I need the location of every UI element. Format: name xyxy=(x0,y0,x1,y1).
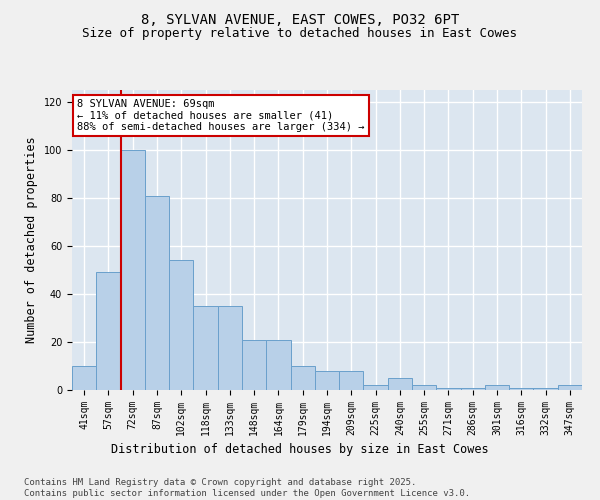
Bar xyxy=(242,340,266,390)
Bar xyxy=(72,366,96,390)
Bar xyxy=(266,340,290,390)
Bar xyxy=(121,150,145,390)
Text: 8 SYLVAN AVENUE: 69sqm
← 11% of detached houses are smaller (41)
88% of semi-det: 8 SYLVAN AVENUE: 69sqm ← 11% of detached… xyxy=(77,99,365,132)
Bar xyxy=(533,388,558,390)
Text: 8, SYLVAN AVENUE, EAST COWES, PO32 6PT: 8, SYLVAN AVENUE, EAST COWES, PO32 6PT xyxy=(141,12,459,26)
Bar xyxy=(485,385,509,390)
Bar xyxy=(218,306,242,390)
Bar xyxy=(509,388,533,390)
Bar xyxy=(96,272,121,390)
Bar xyxy=(436,388,461,390)
Bar xyxy=(315,371,339,390)
Text: Distribution of detached houses by size in East Cowes: Distribution of detached houses by size … xyxy=(111,442,489,456)
Bar xyxy=(364,385,388,390)
Bar xyxy=(412,385,436,390)
Bar xyxy=(193,306,218,390)
Bar xyxy=(461,388,485,390)
Bar xyxy=(145,196,169,390)
Bar xyxy=(169,260,193,390)
Bar xyxy=(339,371,364,390)
Text: Size of property relative to detached houses in East Cowes: Size of property relative to detached ho… xyxy=(83,28,517,40)
Bar xyxy=(388,378,412,390)
Y-axis label: Number of detached properties: Number of detached properties xyxy=(25,136,38,344)
Text: Contains HM Land Registry data © Crown copyright and database right 2025.
Contai: Contains HM Land Registry data © Crown c… xyxy=(24,478,470,498)
Bar xyxy=(558,385,582,390)
Bar xyxy=(290,366,315,390)
